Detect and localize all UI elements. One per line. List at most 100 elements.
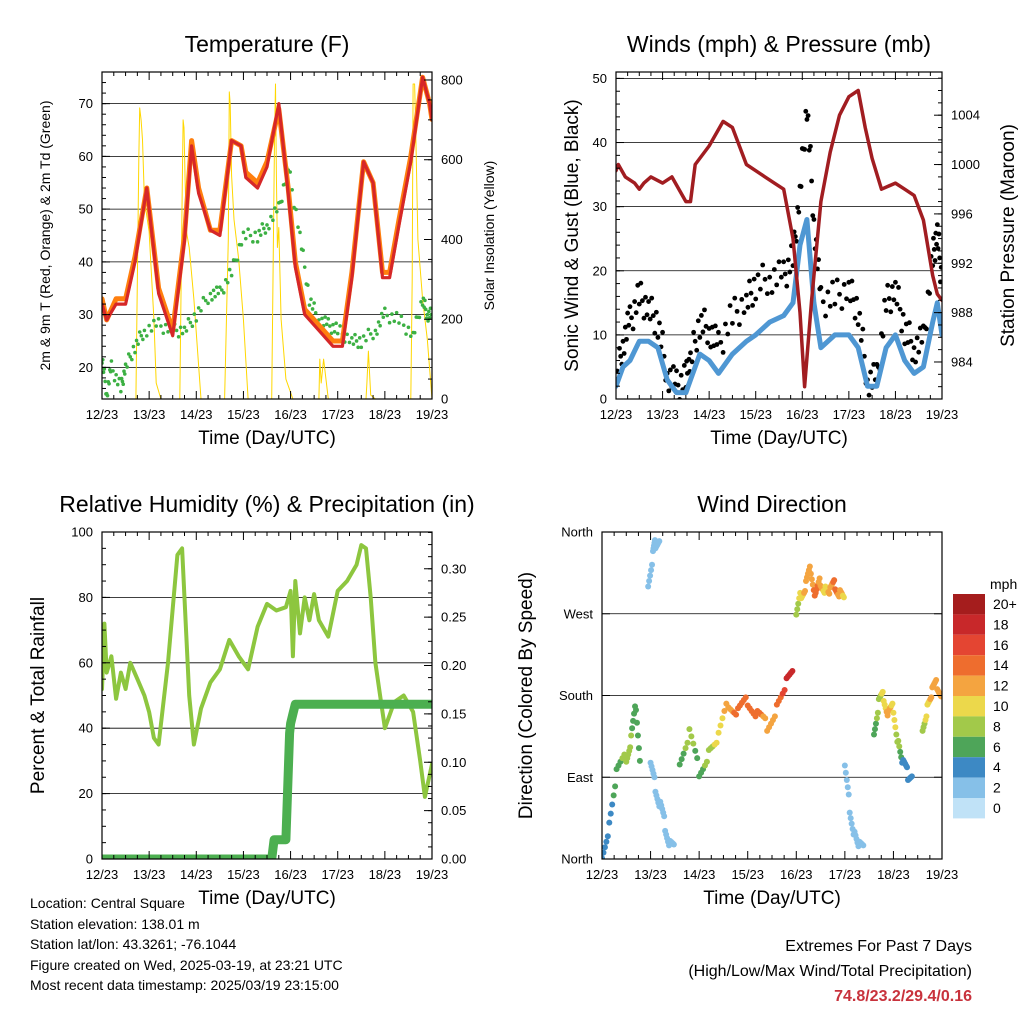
dewpoint-point — [357, 336, 362, 340]
chart-title: Temperature (F) — [185, 31, 350, 57]
gust-point — [757, 286, 763, 292]
dewpoint-point — [213, 294, 217, 299]
gust-point — [776, 259, 782, 265]
direction-point — [684, 739, 691, 746]
gust-point — [936, 231, 942, 237]
dewpoint-point — [182, 325, 187, 330]
dewpoint-point — [112, 378, 117, 383]
gust-point — [725, 331, 731, 337]
dewpoint-point — [159, 324, 163, 328]
direction-point — [602, 855, 605, 859]
gust-point — [639, 298, 645, 304]
gust-point — [880, 333, 886, 339]
dewpoint-point — [152, 318, 156, 323]
dewpoint-point — [208, 291, 213, 296]
direction-point — [742, 694, 749, 701]
y-tick-label: 30 — [593, 199, 607, 214]
gust-point — [655, 335, 661, 340]
direction-point — [933, 677, 940, 684]
gust-point — [795, 205, 801, 210]
direction-point — [889, 700, 896, 707]
direction-point — [789, 667, 796, 674]
dewpoint-point — [137, 330, 142, 334]
y-tick-label: 50 — [593, 71, 607, 86]
gust-point — [720, 350, 726, 355]
dewpoint-point — [125, 365, 129, 369]
gust-point — [647, 316, 653, 322]
dewpoint-point — [156, 317, 161, 321]
gust-point — [837, 291, 842, 297]
dewpoint-point — [290, 187, 294, 192]
legend-label: 20+ — [993, 596, 1017, 612]
dewpoint-point — [103, 379, 107, 384]
legend-swatch — [953, 614, 985, 635]
dewpoint-point — [269, 214, 273, 219]
y-tick-label: 60 — [79, 149, 93, 164]
dewpoint-point — [298, 230, 302, 235]
direction-point — [806, 563, 813, 570]
gust-point — [620, 338, 626, 344]
direction-point — [846, 809, 853, 816]
y-tick-label: 40 — [79, 254, 93, 269]
direction-point — [794, 606, 801, 613]
dewpoint-point — [136, 342, 140, 346]
dewpoint-point — [243, 236, 248, 241]
dewpoint-point — [354, 339, 359, 343]
direction-point — [873, 715, 880, 722]
dewpoint-point — [307, 303, 312, 307]
dewpoint-point — [248, 233, 253, 238]
gust-point — [820, 299, 826, 305]
direction-point — [602, 849, 607, 856]
direction-point — [635, 745, 642, 752]
gust-point — [866, 392, 872, 398]
gust-point — [671, 364, 676, 369]
dewpoint-point — [120, 379, 125, 384]
gust-point — [804, 117, 810, 122]
gust-point — [787, 269, 793, 275]
gust-point — [849, 278, 855, 284]
x-tick-label: 17/23 — [321, 867, 354, 882]
gust-point — [784, 283, 790, 289]
y2-tick-label: 988 — [951, 305, 973, 320]
x-tick-label: 18/23 — [369, 867, 402, 882]
dewpoint-point — [190, 324, 195, 329]
dewpoint-point — [326, 317, 331, 321]
gust-point — [938, 279, 942, 285]
gust-point — [934, 241, 939, 247]
legend-swatch — [953, 777, 985, 798]
y-tick-label: 20 — [79, 360, 93, 375]
legend-label: 6 — [993, 739, 1001, 755]
dewpoint-point — [425, 312, 430, 317]
y-axis-label: Percent & Total Rainfall — [28, 597, 49, 794]
dewpoint-point — [353, 332, 357, 337]
x-axis-label: Time (Day/UTC) — [710, 428, 848, 449]
legend-swatch — [953, 716, 985, 737]
dewpoint-point-group — [102, 165, 432, 398]
gust-point — [692, 338, 698, 344]
gust-point — [767, 274, 773, 280]
dewpoint-point — [141, 337, 145, 342]
x-tick-label: 12/23 — [586, 867, 619, 882]
gust-point — [624, 336, 629, 342]
dewpoint-point — [273, 206, 277, 210]
dewpoint-point — [373, 328, 378, 333]
dewpoint-point — [324, 322, 329, 327]
gust-point — [907, 320, 912, 326]
x-tick-label: 16/23 — [780, 867, 813, 882]
gust-point — [841, 282, 847, 287]
dewpoint-point — [225, 280, 230, 285]
gust-point — [698, 313, 704, 318]
gust-point — [796, 209, 802, 215]
gust-point — [896, 285, 901, 290]
direction-point — [928, 694, 935, 701]
direction-point — [843, 776, 850, 783]
legend-swatch — [953, 757, 985, 778]
gust-point — [714, 342, 720, 347]
dewpoint-point — [332, 330, 337, 334]
y2-tick-label: 0.20 — [441, 658, 466, 673]
dewpoint-point — [351, 342, 356, 346]
gust-point — [697, 335, 703, 340]
legend-swatch — [953, 594, 985, 615]
direction-point — [893, 731, 900, 738]
direction-point — [845, 791, 852, 798]
